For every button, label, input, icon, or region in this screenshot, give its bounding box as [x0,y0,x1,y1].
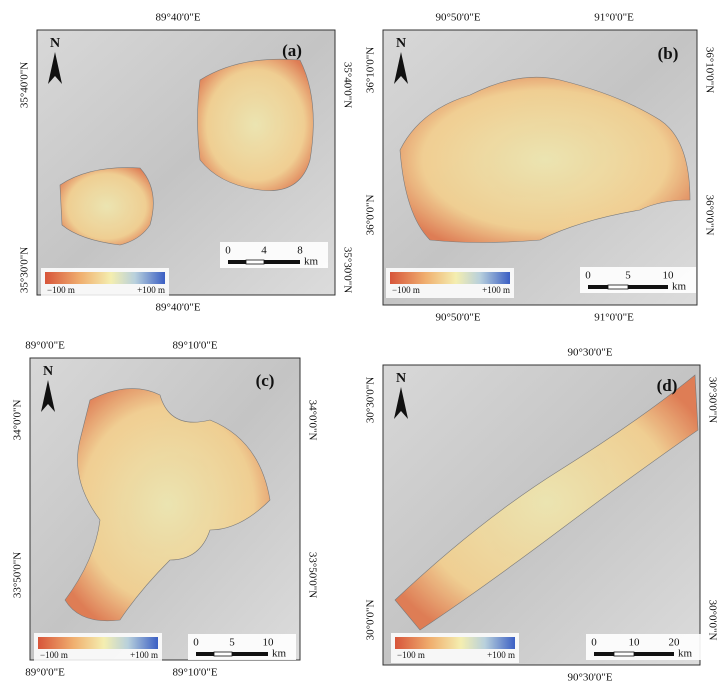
scale-bar-seg [196,652,214,656]
bottom-coordinate: 90°50'0"E [435,312,480,324]
right-coordinate: 30°0'0"N [706,600,718,641]
scale-bar-seg [594,652,614,656]
scale-number: 10 [629,637,641,649]
top-coordinate: 90°50'0"E [435,12,480,24]
scale-bar-seg [264,260,300,264]
left-coordinate: 36°10'0"N [365,47,377,93]
top-coordinate: 91°0'0"E [594,12,634,24]
scale-bar-seg [608,285,628,289]
left-coordinate: 35°30'0"N [19,247,31,293]
scale-unit: km [272,648,287,660]
north-label: N [396,371,406,386]
legend-max: +100 m [137,285,165,295]
bottom-coordinate: 89°10'0"E [172,667,217,679]
legend-max: +100 m [487,650,515,660]
left-coordinate: 30°0'0"N [365,600,377,641]
scale-number: 0 [225,245,231,257]
color-bar [390,272,510,284]
right-coordinate: 33°50'0"N [306,552,318,598]
scale-bar-seg [246,260,264,264]
legend-min: −100 m [47,285,75,295]
scale-unit: km [678,648,693,660]
left-coordinate: 30°30'0"N [365,377,377,423]
glacier [198,59,314,190]
panel-label: (c) [256,371,275,390]
right-coordinate: 35°40'0"N [341,62,353,108]
left-coordinate: 36°0'0"N [365,195,377,236]
scale-number: 5 [625,270,631,282]
left-coordinate: 35°40'0"N [19,62,31,108]
map-panel: (c) N 89°0'0"E 89°10'0"E 89°0'0"E 89°10'0"E 34… [12,340,319,679]
north-label: N [50,36,60,51]
scale-number: 0 [585,270,591,282]
scale-unit: km [672,281,687,293]
bottom-coordinate: 91°0'0"E [594,312,634,324]
panel-label: (a) [282,41,302,60]
color-bar [45,272,165,284]
scale-number: 8 [297,245,303,257]
right-coordinate: 36°0'0"N [703,195,715,236]
legend-max: +100 m [130,650,158,660]
figure: (a) N 89°40'0"E 89°40'0"E 35°40'0"N 35°30'0"N… [0,0,718,687]
bottom-coordinate: 89°40'0"E [155,302,200,314]
right-coordinate: 34°0'0"N [306,400,318,441]
north-label: N [396,36,406,51]
legend-min: −100 m [397,650,425,660]
color-bar [395,637,515,649]
right-coordinate: 30°30'0"N [706,377,718,423]
color-bar [38,637,158,649]
panel-label: (d) [657,376,678,395]
bottom-coordinate: 90°30'0"E [567,672,612,684]
scale-bar-seg [214,652,232,656]
top-coordinate: 89°40'0"E [155,12,200,24]
legend-min: −100 m [392,285,420,295]
top-coordinate: 90°30'0"E [567,347,612,359]
north-label: N [43,364,53,379]
left-coordinate: 34°0'0"N [12,400,24,441]
legend-min: −100 m [40,650,68,660]
right-coordinate: 36°10'0"N [703,47,715,93]
scale-bar-seg [614,652,634,656]
scale-unit: km [304,256,319,268]
bottom-coordinate: 89°0'0"E [25,667,65,679]
scale-bar-seg [228,260,246,264]
scale-number: 5 [229,637,235,649]
scale-bar-seg [232,652,268,656]
map-panel: (d) N 90°30'0"E 90°30'0"E 30°30'0"N 30°0'0"N 3… [365,347,718,684]
legend-max: +100 m [482,285,510,295]
top-coordinate: 89°0'0"E [25,340,65,352]
scale-number: 0 [591,637,597,649]
top-coordinate: 89°10'0"E [172,340,217,352]
scale-bar-seg [628,285,668,289]
map-panel: (b) N 90°50'0"E 91°0'0"E 90°50'0"E 91°0'0"E 36… [365,12,716,324]
map-panel: (a) N 89°40'0"E 89°40'0"E 35°40'0"N 35°30'0"N… [19,12,354,314]
scale-bar-seg [634,652,674,656]
left-coordinate: 33°50'0"N [12,552,24,598]
scale-number: 4 [261,245,267,257]
right-coordinate: 35°30'0"N [341,247,353,293]
scale-number: 0 [193,637,199,649]
panel-label: (b) [658,44,679,63]
scale-bar-seg [588,285,608,289]
